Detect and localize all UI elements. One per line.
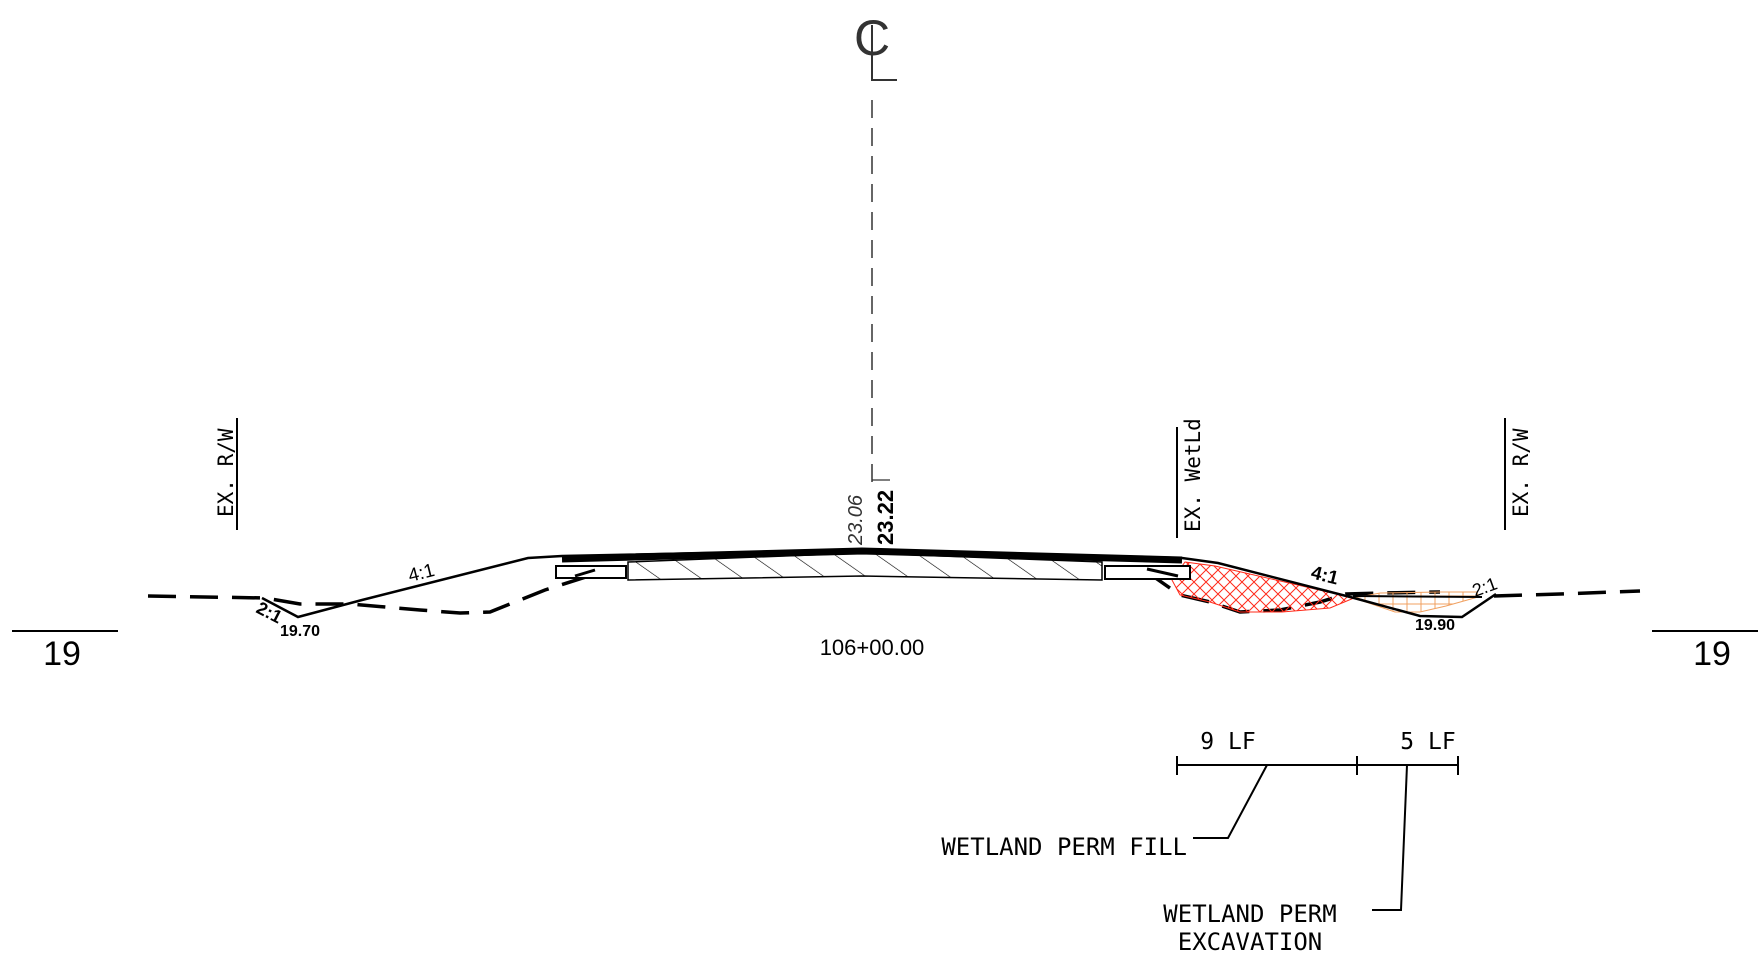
left-offset-mark: 19 [12,630,118,673]
wetland-fill-area [1171,561,1356,613]
right-offset-mark: 19 [1652,630,1758,673]
excavation-length-label: 5 LF [1400,729,1455,755]
right-shoulder-dash [1146,567,1179,578]
right-row-label: EX. R/W [1509,428,1533,517]
left-offset-label: 19 [43,635,81,673]
proposed-grade-tie [1352,595,1483,598]
existing-ground-left [147,572,596,615]
proposed-grade [261,548,1497,619]
right-offset-label: 19 [1693,635,1731,673]
fill-leader [1193,764,1268,839]
fill-length-label: 9 LF [1200,729,1255,755]
excavation-callout-line1: WETLAND PERM [1163,900,1336,928]
right-ditch-elevation: 19.90 [1415,617,1455,634]
wetland-label: EX. WetLd [1181,418,1205,532]
centerline-symbol: C [854,10,897,81]
proposed-elevation: 23.22 [873,490,898,545]
left-shoulder-dash [574,568,596,578]
right-shoulder-box [1104,565,1191,580]
left-row-label: EX. R/W [214,428,238,517]
station-label: 106+00.00 [820,635,925,660]
excavation-leader [1372,764,1408,911]
left-ditch-elevation: 19.70 [280,623,320,640]
wetland-dimension [1176,756,1459,775]
fill-callout: WETLAND PERM FILL [941,833,1187,861]
excavation-callout-line2: EXCAVATION [1178,928,1323,955]
existing-ground-far-right [1493,589,1641,598]
existing-elevation: 23.06 [845,494,867,546]
right-fill-slope: 4:1 [1309,562,1341,589]
